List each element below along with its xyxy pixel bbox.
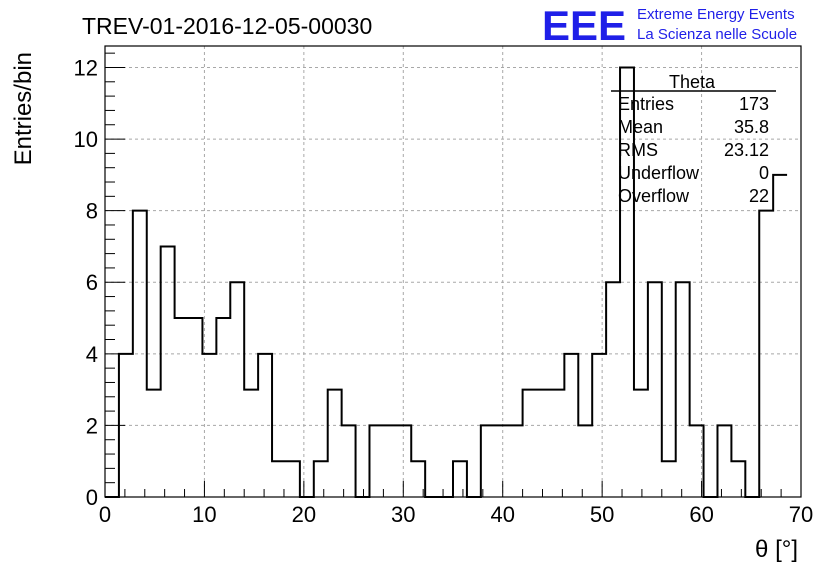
y-tick-label-8: 8 (86, 199, 98, 224)
y-tick-label-6: 6 (86, 270, 98, 295)
x-axis-label: θ [°] (755, 536, 798, 563)
x-tick-label-40: 40 (490, 502, 514, 527)
stats-title: Theta (669, 72, 716, 92)
y-tick-label-10: 10 (74, 127, 98, 152)
eee-logo: EEE (542, 2, 626, 49)
y-axis-label: Entries/bin (10, 52, 37, 165)
stats-box: Theta Entries 173 Mean 35.8 RMS 23.12 Un… (611, 72, 776, 206)
y-tick-label-4: 4 (86, 342, 98, 367)
y-tick-labels: 0 2 4 6 8 10 12 (74, 55, 98, 510)
grid-lines (104, 46, 802, 498)
y-tick-label-12: 12 (74, 55, 98, 80)
x-tick-label-30: 30 (391, 502, 415, 527)
stats-value-underflow: 0 (759, 163, 769, 183)
stats-value-overflow: 22 (749, 186, 769, 206)
x-tick-label-70: 70 (789, 502, 813, 527)
stats-label-mean: Mean (618, 117, 663, 137)
x-tick-label-20: 20 (292, 502, 316, 527)
stats-value-entries: 173 (739, 94, 769, 114)
eee-logo-line1: Extreme Energy Events (637, 6, 795, 23)
x-tick-label-10: 10 (192, 502, 216, 527)
y-tick-label-0: 0 (86, 485, 98, 510)
run-title: TREV-01-2016-12-05-00030 (82, 13, 372, 39)
x-tick-labels: 0 10 20 30 40 50 60 70 (99, 502, 813, 527)
plot-frame (104, 45, 802, 498)
x-tick-label-0: 0 (99, 502, 111, 527)
axis-ticks (104, 52, 802, 498)
stats-value-rms: 23.12 (724, 140, 769, 160)
stats-label-overflow: Overflow (618, 186, 690, 206)
stats-label-entries: Entries (618, 94, 674, 114)
stats-label-underflow: Underflow (618, 163, 700, 183)
x-tick-label-50: 50 (590, 502, 614, 527)
stats-value-mean: 35.8 (734, 117, 769, 137)
stats-label-rms: RMS (618, 140, 658, 160)
y-tick-label-2: 2 (86, 413, 98, 438)
x-tick-label-60: 60 (689, 502, 713, 527)
eee-logo-line2: La Scienza nelle Scuole (637, 26, 797, 43)
